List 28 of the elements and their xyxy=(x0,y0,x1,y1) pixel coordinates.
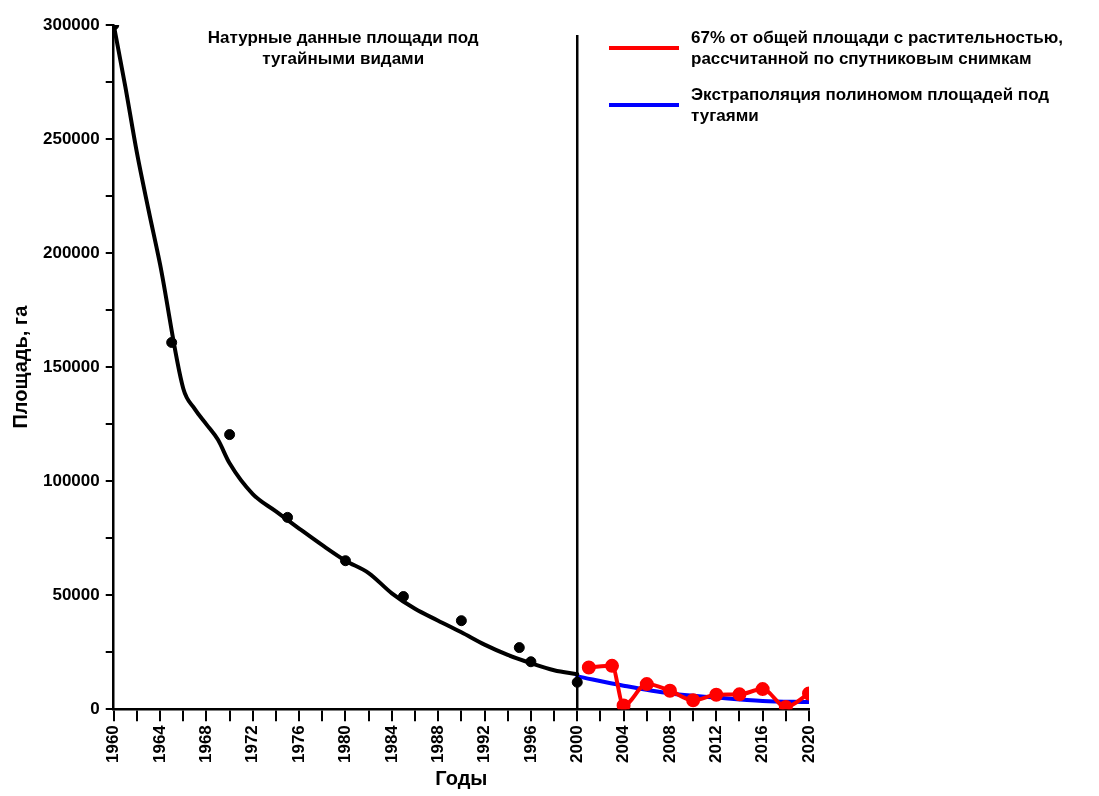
x-tick-label: 2016 xyxy=(752,725,772,764)
x-tick-label: 1984 xyxy=(381,724,401,764)
x-tick-label: 2004 xyxy=(613,724,633,764)
x-axis-title: Годы xyxy=(435,766,488,789)
x-tick-label: 1972 xyxy=(242,725,262,764)
x-tick-label: 1968 xyxy=(196,725,216,764)
x-tick-label: 2012 xyxy=(705,725,725,764)
y-tick-label: 300000 xyxy=(42,14,100,34)
x-tick-label: 1996 xyxy=(520,725,540,764)
x-tick-label: 1988 xyxy=(427,725,447,764)
y-tick-label: 50000 xyxy=(52,584,100,604)
y-tick-label: 100000 xyxy=(42,470,100,490)
y-axis-title: Площадь, га xyxy=(8,304,31,429)
x-tick-label: 1980 xyxy=(335,725,355,764)
x-tick-label: 1992 xyxy=(474,725,494,764)
x-tick-label: 1964 xyxy=(149,724,169,764)
x-tick-label: 1976 xyxy=(288,725,308,764)
x-tick-label: 2000 xyxy=(566,725,586,764)
y-tick-label: 0 xyxy=(90,698,100,718)
y-tick-label: 150000 xyxy=(42,356,100,376)
y-tick-label: 250000 xyxy=(42,128,100,148)
legend-label: Экстраполяция полиномом площадей под тугаями xyxy=(691,85,1050,126)
legend-label: 67% от общей площади с растительностью, рассчитанной по спутниковым снимкам xyxy=(691,28,1063,69)
annotation: Натурные данные площади под тугайными видами xyxy=(207,28,479,69)
y-tick-label: 200000 xyxy=(42,242,100,262)
x-tick-label: 1960 xyxy=(103,725,123,764)
x-tick-label: 2020 xyxy=(798,725,818,764)
x-tick-label: 2008 xyxy=(659,725,679,764)
